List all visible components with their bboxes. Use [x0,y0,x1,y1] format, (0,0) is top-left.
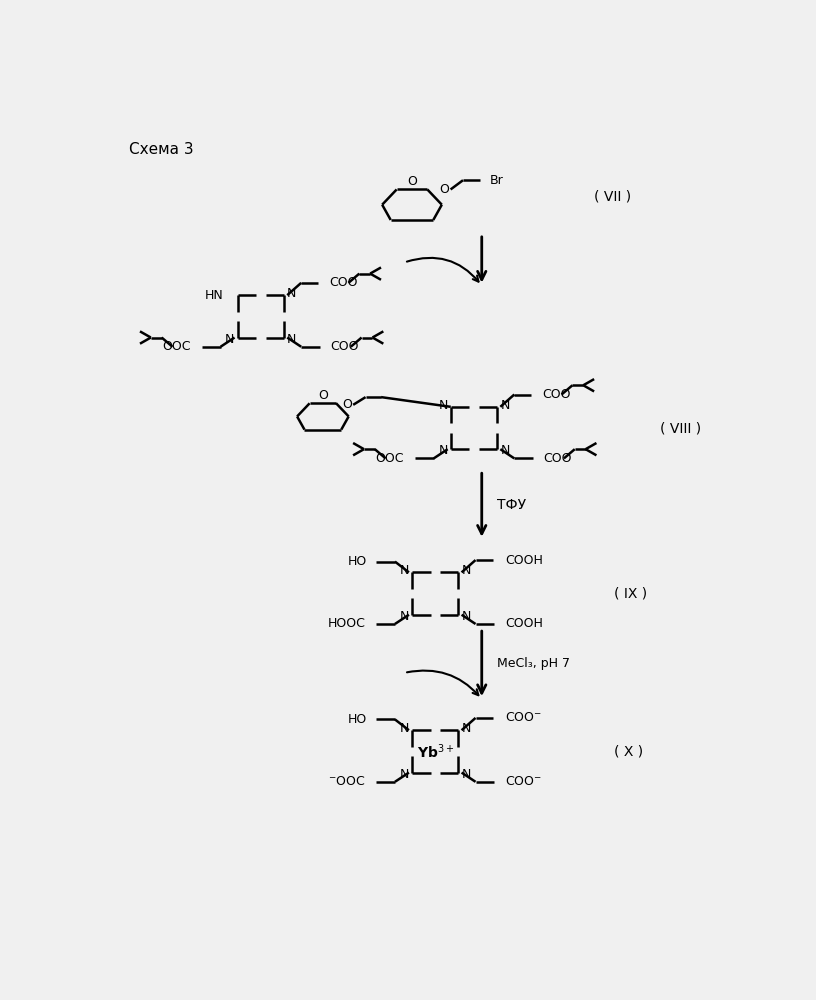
Text: O: O [440,183,450,196]
Text: N: N [400,722,409,735]
Text: HOOC: HOOC [328,617,366,630]
Text: N: N [400,564,409,577]
Text: ( IX ): ( IX ) [614,587,646,601]
Text: N: N [462,722,471,735]
Text: HO: HO [348,713,367,726]
Text: ( VII ): ( VII ) [594,190,632,204]
Text: N: N [400,610,409,623]
Text: O: O [318,389,328,402]
Text: Br: Br [490,174,503,187]
Text: HO: HO [348,555,367,568]
Text: HN: HN [205,289,224,302]
Text: COO: COO [542,388,570,401]
Text: N: N [438,399,448,412]
Text: N: N [462,610,471,623]
Text: O: O [407,175,417,188]
Text: N: N [500,444,510,457]
Text: OOC: OOC [375,452,404,465]
Text: N: N [287,287,296,300]
Text: COO: COO [329,276,357,289]
Text: COO$^{-}$: COO$^{-}$ [505,775,542,788]
Text: ТФУ: ТФУ [497,498,526,512]
Text: COO: COO [330,340,359,353]
Text: COO$^{-}$: COO$^{-}$ [505,711,542,724]
Text: N: N [462,564,471,577]
Text: OOC: OOC [162,340,191,353]
Text: N: N [462,768,471,781]
Text: N: N [400,768,409,781]
Text: Схема 3: Схема 3 [129,142,193,157]
Text: COOH: COOH [505,554,543,567]
Text: O: O [342,398,352,411]
Text: ( X ): ( X ) [614,744,643,758]
Text: MeCl₃, pH 7: MeCl₃, pH 7 [497,657,570,670]
Text: N: N [500,399,510,412]
Text: COO: COO [543,452,572,465]
Text: N: N [438,444,448,457]
Text: N: N [287,333,296,346]
Text: ( VIII ): ( VIII ) [660,421,701,435]
Text: N: N [225,333,234,346]
Text: $^{-}$OOC: $^{-}$OOC [328,775,366,788]
Text: Yb$^{3+}$: Yb$^{3+}$ [417,742,454,761]
Text: COOH: COOH [505,617,543,630]
